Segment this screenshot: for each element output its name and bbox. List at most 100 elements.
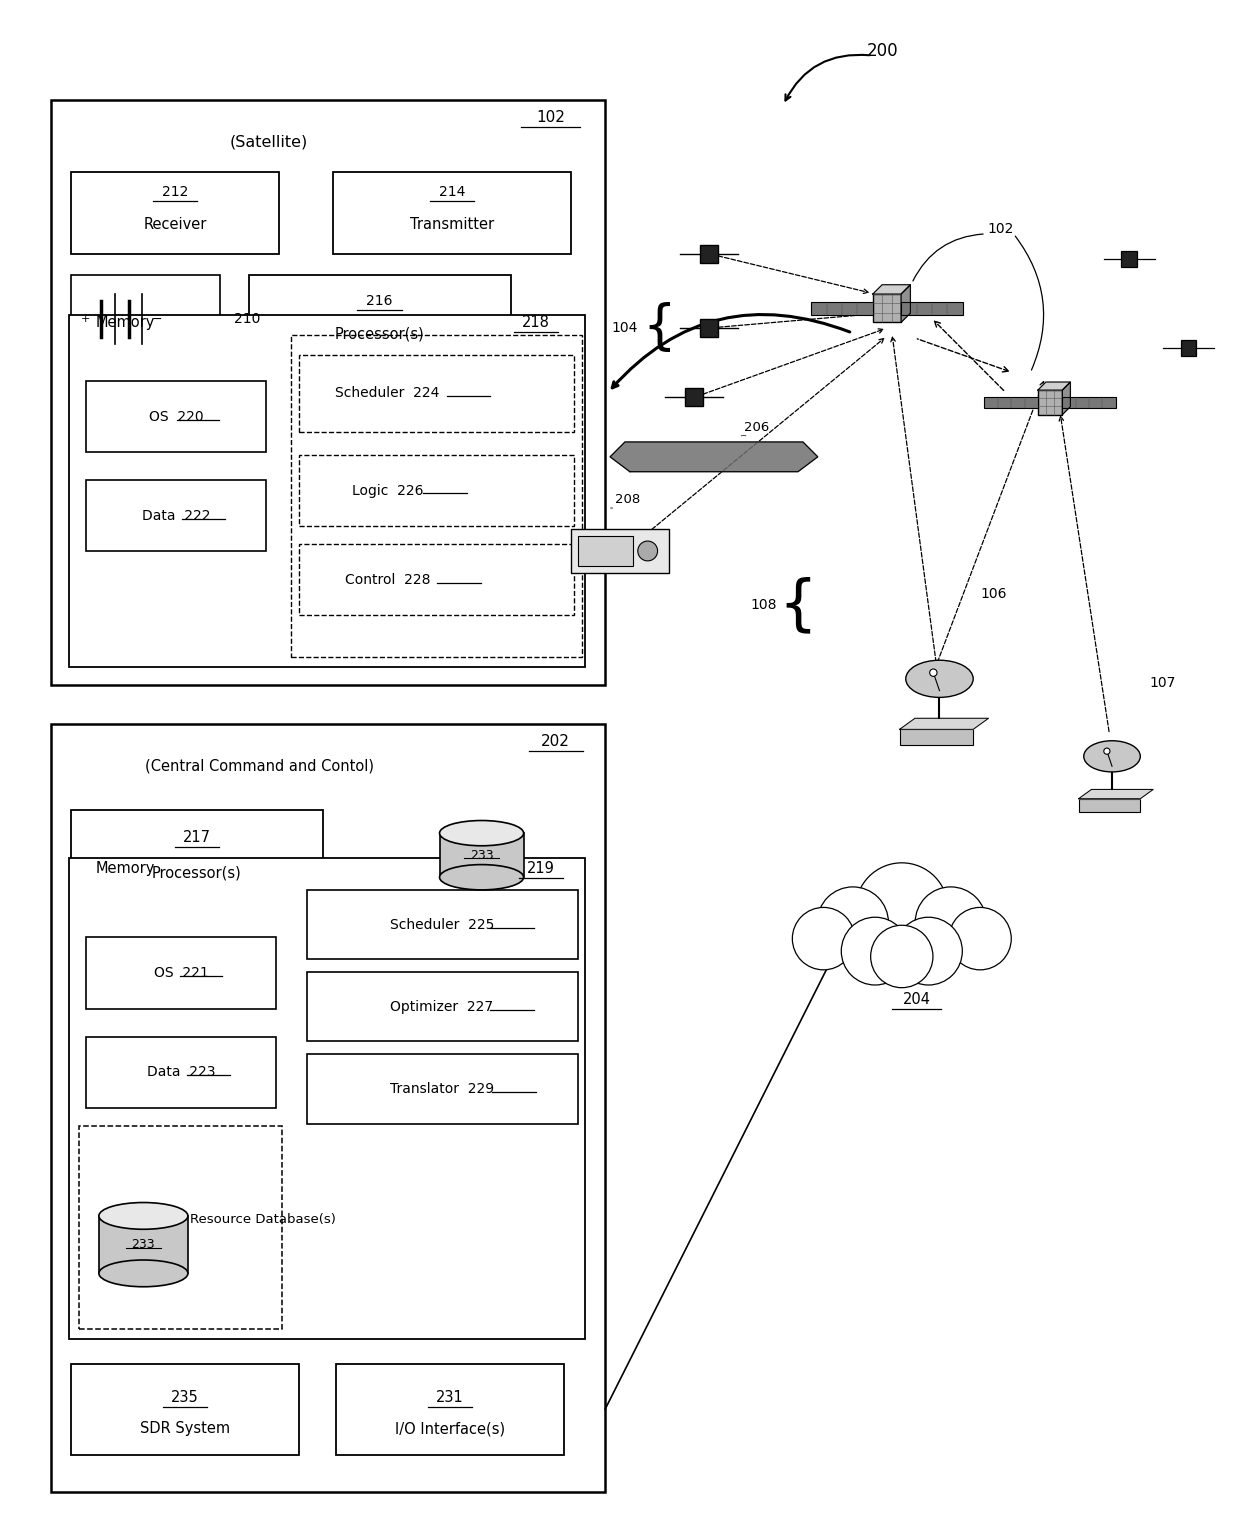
FancyBboxPatch shape: [901, 302, 962, 314]
FancyBboxPatch shape: [290, 334, 583, 657]
FancyBboxPatch shape: [900, 729, 973, 744]
FancyBboxPatch shape: [1180, 341, 1197, 356]
Circle shape: [792, 908, 854, 969]
FancyBboxPatch shape: [86, 1037, 275, 1108]
Circle shape: [817, 887, 888, 959]
Text: 233: 233: [131, 1238, 155, 1252]
Circle shape: [1104, 749, 1110, 755]
Text: 235: 235: [171, 1390, 198, 1405]
Polygon shape: [610, 442, 817, 471]
Text: 212: 212: [162, 186, 188, 199]
Text: Logic  226: Logic 226: [352, 483, 423, 497]
FancyBboxPatch shape: [873, 295, 901, 322]
Polygon shape: [1038, 382, 1070, 390]
Circle shape: [915, 887, 986, 959]
Text: Resource Database(s): Resource Database(s): [190, 1213, 336, 1226]
Text: (Central Command and Contol): (Central Command and Contol): [145, 758, 373, 773]
Circle shape: [949, 908, 1012, 969]
Text: Scheduler  224: Scheduler 224: [336, 387, 440, 400]
Circle shape: [841, 917, 909, 985]
Ellipse shape: [1084, 741, 1141, 772]
FancyBboxPatch shape: [334, 172, 570, 253]
FancyBboxPatch shape: [71, 172, 279, 253]
Text: OS  220: OS 220: [149, 410, 203, 425]
Text: Translator  229: Translator 229: [389, 1081, 494, 1097]
Text: {: {: [779, 575, 817, 635]
Text: 108: 108: [750, 598, 776, 612]
FancyBboxPatch shape: [701, 319, 718, 337]
Text: 200: 200: [867, 41, 899, 60]
Text: (Satellite): (Satellite): [229, 133, 308, 149]
FancyBboxPatch shape: [71, 810, 324, 900]
FancyBboxPatch shape: [1038, 390, 1063, 414]
Text: I/O Interface(s): I/O Interface(s): [394, 1420, 505, 1436]
Text: Data  223: Data 223: [146, 1065, 216, 1080]
Text: Receiver: Receiver: [144, 216, 207, 232]
FancyBboxPatch shape: [69, 858, 585, 1339]
FancyBboxPatch shape: [439, 833, 523, 877]
FancyBboxPatch shape: [299, 545, 574, 615]
Text: Processor(s): Processor(s): [335, 327, 424, 341]
FancyBboxPatch shape: [306, 890, 579, 959]
Polygon shape: [1079, 790, 1153, 799]
FancyBboxPatch shape: [86, 380, 267, 453]
FancyBboxPatch shape: [306, 1054, 579, 1124]
Ellipse shape: [439, 865, 523, 890]
Text: Control  228: Control 228: [345, 572, 430, 586]
Ellipse shape: [99, 1259, 188, 1287]
Text: 214: 214: [439, 186, 465, 199]
FancyBboxPatch shape: [985, 397, 1038, 408]
Text: 231: 231: [436, 1390, 464, 1405]
Text: +: +: [81, 314, 89, 324]
FancyBboxPatch shape: [1079, 799, 1141, 811]
Text: 218: 218: [522, 314, 549, 330]
Circle shape: [637, 542, 657, 561]
Ellipse shape: [439, 821, 523, 845]
FancyBboxPatch shape: [71, 276, 219, 362]
FancyBboxPatch shape: [686, 388, 703, 407]
FancyBboxPatch shape: [86, 480, 267, 551]
Text: 204: 204: [903, 992, 931, 1006]
FancyBboxPatch shape: [811, 302, 873, 314]
FancyBboxPatch shape: [79, 1126, 281, 1328]
Text: Scheduler  225: Scheduler 225: [389, 917, 495, 931]
Text: 102: 102: [987, 222, 1014, 236]
FancyBboxPatch shape: [299, 354, 574, 433]
Ellipse shape: [905, 660, 973, 698]
Text: 210: 210: [234, 311, 260, 327]
Text: OS  221: OS 221: [154, 966, 208, 980]
Text: 102: 102: [537, 110, 565, 124]
Text: Transmitter: Transmitter: [410, 216, 494, 232]
Text: 233: 233: [470, 848, 494, 862]
Text: 216: 216: [367, 295, 393, 308]
Text: 206: 206: [744, 420, 769, 434]
FancyBboxPatch shape: [51, 724, 605, 1493]
FancyBboxPatch shape: [336, 1364, 564, 1454]
Text: 104: 104: [611, 321, 639, 334]
FancyBboxPatch shape: [86, 937, 275, 1009]
FancyBboxPatch shape: [71, 1364, 299, 1454]
FancyBboxPatch shape: [570, 529, 670, 572]
Ellipse shape: [99, 1203, 188, 1229]
FancyBboxPatch shape: [51, 100, 605, 684]
Text: Optimizer  227: Optimizer 227: [391, 1000, 494, 1014]
FancyBboxPatch shape: [1121, 250, 1137, 267]
Polygon shape: [900, 718, 988, 729]
FancyBboxPatch shape: [249, 276, 511, 362]
FancyBboxPatch shape: [579, 535, 632, 566]
Circle shape: [870, 925, 932, 988]
Text: 208: 208: [615, 494, 640, 506]
Text: Memory: Memory: [95, 861, 155, 876]
Text: 217: 217: [182, 830, 211, 845]
Circle shape: [856, 862, 949, 956]
Polygon shape: [901, 285, 910, 322]
Text: Processor(s): Processor(s): [153, 865, 242, 881]
Text: Memory: Memory: [95, 314, 155, 330]
Polygon shape: [873, 285, 910, 295]
Text: {: {: [642, 302, 676, 354]
Polygon shape: [1063, 382, 1070, 414]
Text: −: −: [153, 313, 162, 325]
FancyBboxPatch shape: [1063, 397, 1116, 408]
Text: 107: 107: [1149, 676, 1176, 690]
FancyBboxPatch shape: [99, 1216, 188, 1273]
